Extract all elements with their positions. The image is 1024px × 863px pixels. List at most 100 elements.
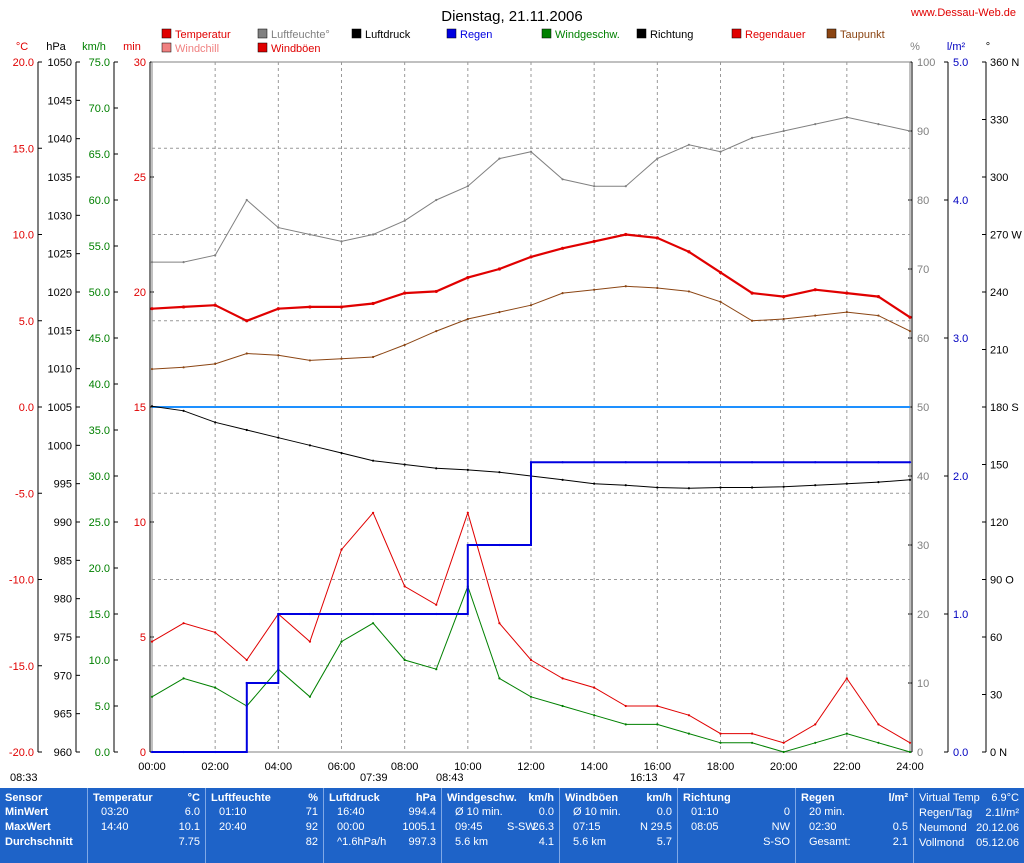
data-point xyxy=(182,261,185,264)
wind-axis-tick-label: 70.0 xyxy=(89,103,110,115)
wind-axis-tick-label: 50.0 xyxy=(89,287,110,299)
data-point xyxy=(245,428,248,432)
temp-axis-tick-label: -20.0 xyxy=(9,747,34,759)
data-point xyxy=(245,658,248,662)
data-point xyxy=(814,741,817,744)
data-point xyxy=(656,157,659,160)
misc-r1-label: Virtual Temp xyxy=(919,792,980,804)
data-point xyxy=(750,486,754,489)
legend-label: Regendauer xyxy=(745,29,806,41)
direction-axis-tick-label: 0 N xyxy=(990,747,1007,759)
data-point xyxy=(908,478,912,481)
data-point xyxy=(340,451,343,455)
axes: °C 20.0 15.0 10.0 5.0 0.0 -5.0 -10.0 -15.0 -20.0 h… xyxy=(9,41,1022,784)
data-point xyxy=(877,723,880,726)
wind-axis-tick-label: 15.0 xyxy=(89,609,110,621)
misc-r3-label: Neumond xyxy=(919,822,967,834)
pressure-axis-tick-label: 1030 xyxy=(48,210,72,222)
time-tick-label: 06:00 xyxy=(328,761,356,773)
press-avg-value: 997.3 xyxy=(408,836,436,848)
hum-min-time: 01:10 xyxy=(219,806,247,818)
sun-day-start: 08:33 xyxy=(10,772,38,784)
data-point xyxy=(877,123,880,126)
data-point xyxy=(245,198,248,202)
legend-label: Windböen xyxy=(271,43,321,55)
direction-axis-tick-label: 120 xyxy=(990,517,1008,529)
legend-swatch xyxy=(636,28,647,39)
wind-axis-tick-label: 25.0 xyxy=(89,517,110,529)
press-trend: ^1.6hPa/h xyxy=(337,836,387,848)
data-point xyxy=(308,640,312,643)
data-point xyxy=(150,307,154,311)
wind-axis-tick-label: 55.0 xyxy=(89,241,110,253)
data-point xyxy=(877,314,880,317)
rain-axis-tick-label: 4.0 xyxy=(953,195,968,207)
pressure-axis-tick-label: 1010 xyxy=(48,364,72,376)
data-point xyxy=(687,250,691,254)
legend-label: Windchill xyxy=(175,43,219,55)
pressure-axis-tick-label: 1005 xyxy=(48,402,72,414)
minutes-axis-tick-label: 30 xyxy=(134,57,146,69)
data-point xyxy=(845,677,848,680)
wind-axis-tick-label: 60.0 xyxy=(89,195,110,207)
data-point xyxy=(529,304,533,307)
data-point xyxy=(908,750,912,754)
stats-luftdruck: Luftdruck hPa 16:40 994.4 00:00 1005.1 ^1.6… xyxy=(324,788,442,863)
data-point xyxy=(561,461,564,464)
series-line-temperatur xyxy=(151,233,911,322)
data-point xyxy=(308,612,312,616)
data-point xyxy=(371,612,375,616)
data-point xyxy=(687,290,691,293)
data-point xyxy=(277,354,280,357)
data-point xyxy=(687,461,691,464)
wind-axis-unit: km/h xyxy=(82,41,106,53)
plot-area xyxy=(150,61,912,754)
pressure-axis-tick-label: 1015 xyxy=(48,325,72,337)
direction-axis-tick-label: 330 xyxy=(990,115,1008,127)
legend-swatch xyxy=(541,28,552,39)
temp-axis-tick-label: 10.0 xyxy=(13,230,34,242)
pressure-axis-tick-label: 970 xyxy=(54,670,72,682)
data-point xyxy=(687,487,691,490)
data-point xyxy=(593,461,596,464)
data-point xyxy=(150,261,154,264)
data-point xyxy=(214,686,217,689)
legend-label: Richtung xyxy=(650,29,693,41)
minutes-axis-tick-label: 10 xyxy=(134,517,146,529)
site-link[interactable]: www.Dessau-Web.de xyxy=(910,7,1016,19)
noon-time: 08:43 xyxy=(436,772,464,784)
data-point xyxy=(561,478,564,481)
data-point xyxy=(845,732,848,735)
humidity-axis-tick-label: 70 xyxy=(917,264,929,276)
data-point xyxy=(498,543,501,547)
data-point xyxy=(750,732,754,735)
sunset-time: 16:13 xyxy=(630,772,658,784)
direction-axis-unit: ° xyxy=(986,41,990,53)
data-point xyxy=(624,232,628,237)
data-point xyxy=(750,319,754,322)
data-point xyxy=(150,405,154,408)
data-point xyxy=(624,461,627,464)
wind-r1-label: Ø 10 min. xyxy=(455,806,503,818)
data-point xyxy=(308,233,312,236)
press-max-time: 00:00 xyxy=(337,821,365,833)
data-point xyxy=(782,317,785,321)
gust-r2-dir: N xyxy=(640,821,648,833)
rain-axis-tick-label: 2.0 xyxy=(953,471,968,483)
gust-r1-value: 0.0 xyxy=(656,806,672,818)
humidity-axis-tick-label: 10 xyxy=(917,678,929,690)
data-point xyxy=(214,362,217,365)
rain-r3-label: Gesamt: xyxy=(809,836,851,848)
data-point xyxy=(498,471,501,474)
misc-r3-value: 20.12.06 xyxy=(976,822,1019,834)
gust-r2-value: 29.5 xyxy=(650,821,672,833)
time-tick-label: 20:00 xyxy=(770,761,798,773)
data-point xyxy=(182,677,185,680)
legend-label: Luftdruck xyxy=(365,29,411,41)
data-point xyxy=(371,355,375,359)
rain-axis-tick-label: 5.0 xyxy=(953,57,968,69)
minutes-axis-tick-label: 25 xyxy=(134,172,146,184)
rain-r3-value: 2.1 xyxy=(892,836,908,848)
data-point xyxy=(656,286,659,290)
data-point xyxy=(750,461,754,464)
